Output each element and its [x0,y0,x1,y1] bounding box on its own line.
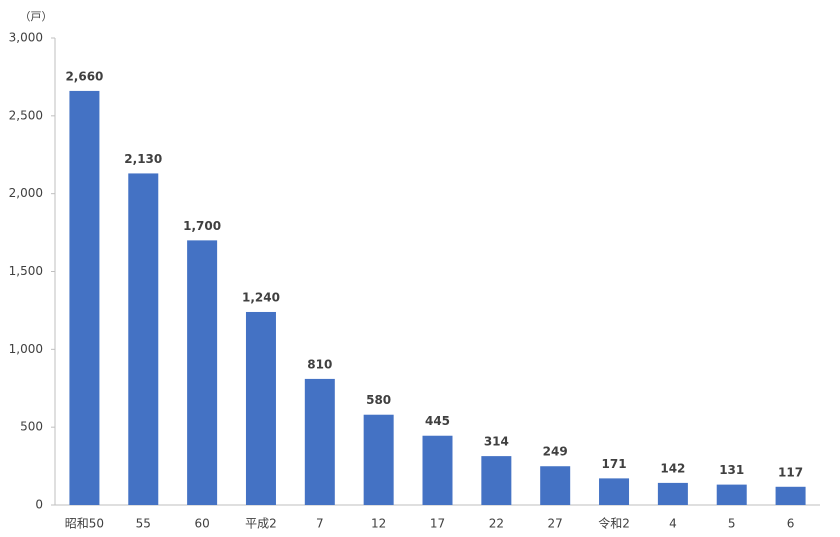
x-tick-label: 12 [371,517,386,531]
value-label: 117 [778,465,803,479]
value-label: 2,130 [124,152,162,166]
value-label: 445 [425,414,450,428]
bar [540,466,571,505]
x-tick-label: 6 [787,517,795,531]
bar [187,240,218,505]
bar [128,173,159,505]
bar [657,482,688,505]
y-tick-label: 1,500 [9,264,43,278]
x-tick-label: 22 [489,517,504,531]
x-tick-label: 7 [316,517,324,531]
y-tick-label: 500 [20,420,43,434]
bar [363,414,394,505]
y-tick-label: 2,000 [9,186,43,200]
value-label: 142 [660,461,685,475]
value-label: 171 [602,457,627,471]
x-tick-label: 27 [548,517,563,531]
bar [599,478,630,505]
bar [422,435,453,505]
x-tick-label: 17 [430,517,445,531]
value-label: 1,240 [242,290,280,304]
value-label: 249 [543,445,568,459]
bar [304,378,335,505]
value-label: 2,660 [65,69,103,83]
y-tick-label: 1,000 [9,342,43,356]
unit-label: （戸） [20,10,53,23]
x-tick-label: 昭和50 [65,517,104,531]
x-tick-label: 4 [669,517,677,531]
x-tick-label: 5 [728,517,736,531]
x-tick-label: 60 [194,517,209,531]
bar [716,484,747,505]
value-label: 314 [484,435,509,449]
x-tick-label: 平成2 [245,517,277,531]
y-tick-label: 2,500 [9,108,43,122]
bar [481,456,512,505]
value-label: 1,700 [183,219,221,233]
value-label: 810 [307,357,332,371]
value-label: 131 [719,463,744,477]
x-tick-label: 令和2 [598,516,630,531]
x-tick-label: 55 [136,517,151,531]
y-tick-label: 0 [35,498,43,512]
y-tick-label: 3,000 [9,31,43,45]
bar [775,486,806,505]
bar [245,311,276,505]
bar [69,90,100,505]
value-label: 580 [366,393,391,407]
